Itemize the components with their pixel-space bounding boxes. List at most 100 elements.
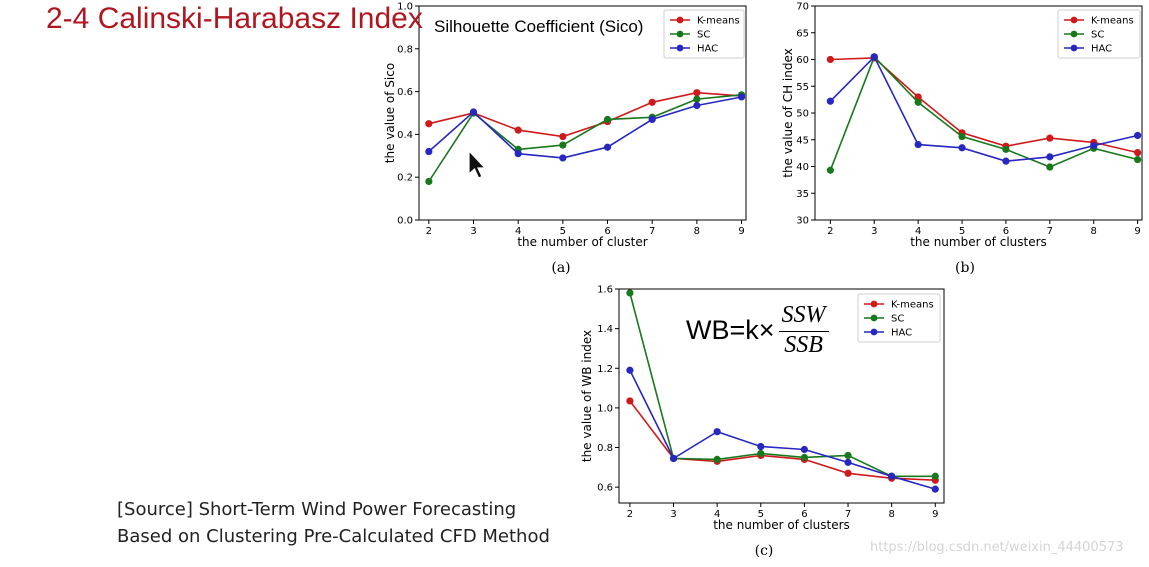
x-tick-label: 9 [738, 226, 744, 237]
legend-frame [857, 293, 941, 343]
plot-frame [618, 288, 945, 504]
y-tick-label: 1.6 [597, 285, 613, 296]
series-line-sc [829, 55, 1138, 171]
x-axis-label: the number of clusters [713, 518, 850, 532]
data-point-hac [1002, 157, 1010, 165]
source-citation: [Source] Short-Term Wind Power Forecasti… [117, 496, 550, 550]
x-tick-label: 3 [871, 226, 877, 237]
x-tick-label: 3 [470, 226, 476, 237]
legend-frame [663, 9, 745, 59]
series-line-hac [629, 369, 936, 490]
x-axis-label: the number of clusters [910, 235, 1047, 249]
formula-fraction: SSW SSB [778, 302, 829, 359]
data-point-sc [425, 177, 433, 186]
formula-numerator: SSW [778, 302, 829, 332]
x-tick-label: 8 [694, 226, 700, 237]
data-point-hac [844, 458, 852, 466]
legend-label: HAC [1091, 44, 1112, 55]
x-tick-label: 2 [627, 509, 633, 520]
y-tick-label: 0.0 [397, 216, 413, 227]
legend-marker [676, 30, 684, 38]
data-point-kmeans [559, 132, 567, 141]
x-tick-label: 7 [845, 509, 851, 520]
data-point-hac [713, 428, 721, 436]
data-point-hac [626, 366, 634, 374]
legend-label: K-means [1091, 16, 1134, 27]
data-point-sc [713, 455, 721, 464]
data-point-kmeans [1134, 148, 1142, 157]
mouse-cursor-icon [468, 150, 487, 179]
y-tick-label: 40 [796, 162, 809, 173]
x-tick-label: 2 [827, 226, 833, 237]
legend-marker [676, 16, 684, 24]
chart-title-sico: Silhouette Coefficient (Sico) [434, 17, 644, 36]
y-tick-label: 1.0 [597, 403, 613, 414]
legend-label: K-means [891, 300, 934, 311]
caption-a: (a) [551, 260, 571, 276]
wb-formula: WB=k× SSW SSB [686, 302, 829, 359]
y-tick-label: 0.6 [597, 483, 613, 494]
data-point-hac [826, 97, 834, 105]
data-point-sc [931, 472, 939, 480]
x-tick-label: 7 [649, 226, 655, 237]
data-point-kmeans [693, 89, 701, 97]
x-tick-label: 5 [959, 226, 965, 237]
data-point-kmeans [1046, 134, 1054, 142]
data-point-sc [1046, 163, 1054, 171]
series-line-hac [829, 55, 1138, 163]
series-line-kmeans [428, 91, 742, 138]
x-tick-label: 4 [714, 509, 720, 520]
data-point-hac [514, 150, 522, 158]
legend-marker [1070, 44, 1078, 52]
legend: K-means SC HAC [663, 9, 745, 59]
x-tick-label: 9 [932, 509, 938, 520]
formula-denominator: SSB [784, 332, 823, 358]
legend-marker [1070, 30, 1078, 38]
chart-c-group: 0.6 0.8 1.0 1.2 1.4 1.6 2 3 4 5 6 7 8 9 the number of … [580, 285, 945, 532]
x-tick-label: 6 [801, 509, 807, 520]
series-line-hac [428, 96, 742, 159]
x-tick-label: 4 [515, 226, 521, 237]
formula-lhs: WB=k× [686, 315, 775, 345]
legend-label: HAC [697, 44, 718, 55]
legend-label: HAC [891, 328, 912, 339]
data-point-kmeans [826, 55, 834, 64]
source-line-2: Based on Clustering Pre-Calculated CFD M… [117, 526, 550, 547]
data-point-kmeans [626, 397, 634, 405]
data-point-hac [693, 101, 701, 110]
y-tick-label: 1.0 [397, 2, 413, 13]
data-point-hac [931, 485, 939, 493]
data-point-kmeans [844, 469, 852, 477]
data-point-sc [958, 132, 966, 141]
legend: K-means SC HAC [1057, 9, 1141, 59]
data-point-hac [1046, 153, 1054, 161]
data-point-sc [559, 141, 567, 149]
series-line-kmeans [629, 400, 936, 481]
x-tick-label: 6 [1003, 226, 1009, 237]
x-tick-label: 3 [670, 509, 676, 520]
legend-label: SC [1091, 30, 1104, 41]
data-point-sc [844, 451, 852, 460]
legend-marker [870, 314, 878, 322]
source-line-1: [Source] Short-Term Wind Power Forecasti… [117, 499, 517, 520]
data-point-hac [888, 472, 896, 480]
data-point-sc [603, 115, 612, 124]
x-tick-label: 8 [1091, 226, 1097, 237]
chart-a-group: 0.0 0.2 0.4 0.6 0.8 1.0 2 3 4 5 6 7 8 9 the number of … [383, 2, 747, 249]
y-tick-label: 65 [796, 28, 809, 39]
y-tick-label: 60 [796, 55, 809, 66]
data-point-hac [425, 147, 433, 156]
x-tick-label: 7 [1047, 226, 1053, 237]
data-point-hac [469, 108, 478, 116]
data-point-hac [648, 115, 656, 124]
y-tick-label: 30 [796, 216, 809, 227]
slide-title: 2-4 Calinski-Harabasz Index [46, 2, 423, 35]
series-line-kmeans [830, 57, 1138, 154]
plot-frame [418, 5, 747, 221]
x-tick-label: 9 [1134, 226, 1140, 237]
data-point-hac [737, 93, 746, 101]
data-point-hac [870, 53, 878, 61]
y-tick-label: 50 [796, 109, 809, 120]
